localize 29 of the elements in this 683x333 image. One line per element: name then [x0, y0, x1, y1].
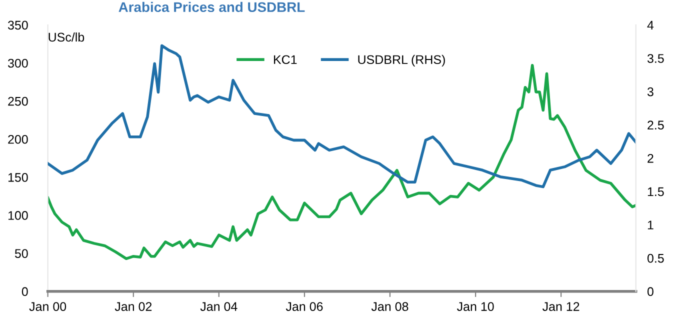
y-tick-label: 50 — [14, 249, 28, 258]
y-tick-label: 350 — [8, 20, 28, 30]
y-tick-label: 300 — [8, 58, 28, 68]
y-tick-label: 250 — [8, 96, 28, 106]
y-axis-title: USc/lb — [48, 32, 84, 42]
y2-tick-label: 4 — [647, 20, 654, 30]
y2-tick-label: 1.5 — [648, 187, 664, 196]
x-tick-label: Jan 00 — [29, 302, 66, 311]
y-tick-label: 0 — [22, 287, 28, 296]
y2-tick-label: 2.5 — [648, 120, 664, 130]
x-tick-label: Jan 06 — [286, 302, 323, 311]
y2-tick-label: 2 — [648, 154, 654, 163]
y-tick-label: 100 — [8, 211, 28, 220]
x-tick-label: Jan 04 — [200, 302, 238, 311]
y-tick-label: 200 — [8, 134, 28, 144]
y2-tick-label: 3.5 — [647, 54, 664, 63]
y2-tick-label: 3 — [647, 87, 654, 96]
chart-title: Arabica Prices and USDBRL — [118, 2, 305, 12]
line-series — [48, 44, 636, 188]
legend-label: USDBRL (RHS) — [358, 54, 445, 67]
y2-tick-label: 1 — [648, 220, 654, 230]
x-tick-label: Jan 08 — [371, 302, 408, 311]
y2-tick-label: 0.5 — [647, 254, 664, 263]
y2-tick-label: 0 — [647, 287, 654, 296]
legend-label: KC1 — [274, 55, 297, 64]
x-tick-label: Jan 10 — [457, 302, 494, 311]
x-tick-label: Jan 12 — [542, 302, 580, 311]
y-tick-label: 150 — [8, 173, 28, 182]
x-tick-label: Jan 02 — [114, 302, 152, 311]
